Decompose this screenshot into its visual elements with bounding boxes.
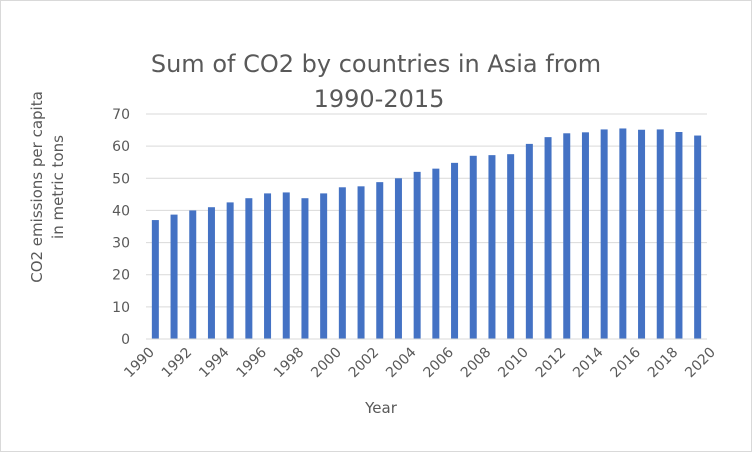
bar-1999 — [320, 193, 328, 339]
y-tick-60: 60 — [112, 139, 130, 155]
y-tick-30: 30 — [112, 236, 130, 252]
bar-1991 — [170, 214, 178, 339]
x-axis-label: Year — [364, 399, 398, 417]
x-tick-2016: 2016 — [608, 344, 645, 381]
gridlines — [146, 113, 707, 308]
bar-2015 — [619, 128, 627, 339]
y-tick-40: 40 — [112, 203, 130, 219]
bar-1996 — [264, 193, 272, 339]
bar-1998 — [301, 198, 309, 339]
bar-2018 — [675, 132, 683, 339]
x-tick-1992: 1992 — [159, 345, 196, 382]
bar-1992 — [189, 210, 197, 339]
x-tick-2012: 2012 — [533, 345, 570, 382]
x-tick-2008: 2008 — [458, 345, 495, 382]
bar-2014 — [600, 129, 608, 339]
x-tick-labels: 1990 1992 1994 1996 1998 2000 2002 2004 2006 2008… — [121, 344, 719, 381]
bar-2008 — [488, 155, 496, 339]
x-tick-2020: 2020 — [682, 345, 719, 382]
bar-2017 — [656, 129, 664, 339]
bar-2019 — [694, 135, 702, 339]
bar-2004 — [413, 171, 421, 339]
x-tick-2000: 2000 — [308, 345, 345, 382]
y-tick-10: 10 — [112, 300, 130, 316]
x-tick-1998: 1998 — [271, 345, 308, 382]
bar-2000 — [338, 187, 346, 339]
y-tick-70: 70 — [112, 107, 130, 123]
x-tick-1994: 1994 — [196, 344, 233, 381]
bar-1990 — [151, 220, 159, 339]
bar-2016 — [638, 129, 646, 339]
x-tick-2014: 2014 — [570, 344, 607, 381]
bar-1993 — [207, 207, 215, 339]
bar-2012 — [563, 133, 571, 339]
bar-1995 — [245, 198, 253, 339]
bar-2001 — [357, 186, 365, 339]
y-axis-label-line-1: CO2 emissions per capita — [28, 91, 46, 283]
x-tick-2006: 2006 — [421, 344, 458, 381]
y-axis-label-line-2: in metric tons — [49, 135, 67, 239]
bar-2011 — [544, 137, 552, 339]
chart-title-line-2: 1990-2015 — [314, 85, 445, 113]
x-tick-2004: 2004 — [383, 344, 420, 381]
bar-2003 — [394, 178, 402, 339]
y-tick-50: 50 — [112, 171, 130, 187]
x-tick-1990: 1990 — [121, 345, 158, 382]
bar-1994 — [226, 202, 234, 339]
bar-1997 — [282, 192, 290, 339]
bar-2002 — [376, 182, 384, 339]
chart-title-line-1: Sum of CO2 by countries in Asia from — [151, 50, 601, 78]
y-tick-labels: 0 10 20 30 40 50 60 70 — [112, 107, 130, 348]
x-tick-1996: 1996 — [234, 344, 271, 381]
bar-2006 — [451, 162, 459, 339]
x-tick-2018: 2018 — [645, 345, 682, 382]
bar-2005 — [432, 168, 440, 339]
y-tick-0: 0 — [121, 332, 130, 348]
x-tick-2002: 2002 — [346, 345, 383, 382]
bar-2013 — [581, 132, 589, 339]
bar-2007 — [469, 155, 477, 339]
bar-2010 — [525, 143, 533, 339]
bars — [151, 128, 702, 339]
x-tick-2010: 2010 — [495, 345, 532, 382]
y-tick-20: 20 — [112, 268, 130, 284]
bar-2009 — [507, 154, 515, 339]
